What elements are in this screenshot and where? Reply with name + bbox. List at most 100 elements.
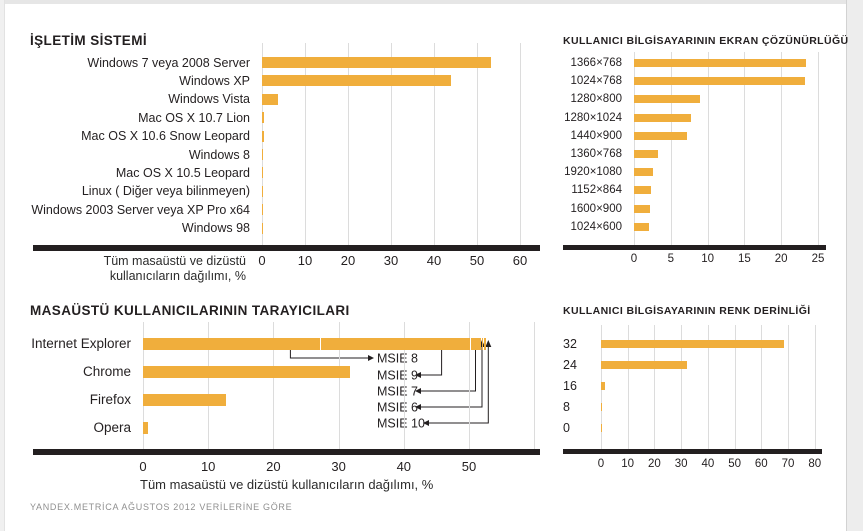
resolution-category-label: 1024×768 [570, 75, 623, 88]
callout-arrow [485, 340, 492, 347]
browsers-grid-line [143, 322, 144, 449]
color_depth-tick-label: 80 [808, 458, 822, 470]
color_depth-grid-line [627, 325, 629, 449]
os-category-label: Windows 7 veya 2008 Server [87, 55, 250, 70]
resolution-category-label: 1366×768 [570, 57, 623, 69]
os-bar [262, 57, 492, 68]
browsers-bar-segment [481, 338, 484, 350]
callout-label: MSIE 10 [377, 417, 425, 431]
resolution-category-label: 1360×768 [570, 148, 623, 160]
color_depth-bar [601, 340, 784, 348]
color_depth-tick-label: 60 [754, 458, 768, 470]
callout-label: MSIE 7 [377, 385, 418, 399]
os-bar [262, 93, 278, 105]
os-bar [262, 222, 264, 234]
color_depth-tick-label: 50 [728, 458, 741, 470]
resolution-bar [634, 222, 649, 231]
resolution-grid-line [818, 52, 819, 245]
browsers-bar-segment [484, 338, 486, 350]
resolution-grid-line [781, 52, 783, 245]
os-grid-line [520, 43, 521, 245]
source-note: YANDEX.METRİCA AĞUSTOS 2012 VERİLERİNE G… [30, 502, 293, 512]
callout-arrow [415, 388, 421, 394]
resolution-grid-line [670, 52, 672, 245]
resolution-grid-line [707, 52, 709, 245]
color_depth-grid-line [788, 325, 789, 449]
browsers-axis-line [33, 449, 540, 455]
browsers-grid-line [273, 322, 275, 449]
callout-line [429, 345, 489, 424]
browsers-category-label: Chrome [82, 364, 131, 379]
resolution-bar [634, 186, 651, 195]
os-bar [262, 112, 264, 124]
os-category-label: Windows 8 [188, 147, 250, 162]
os-grid-line [348, 43, 349, 245]
browsers-chart-title: MASAÜSTÜ KULLANICILARININ TARAYICILARI [30, 303, 350, 318]
os-tick-label: 60 [512, 253, 528, 268]
resolution-grid-line [744, 52, 746, 245]
os-category-label: Mac OS X 10.6 Snow Leopard [81, 129, 250, 144]
color_depth-bar [601, 403, 603, 411]
resolution-chart-title: KULLANICI BİLGİSAYARININ EKRAN ÇÖZÜNÜRLÜ… [563, 35, 849, 47]
browsers-category-label: Firefox [89, 392, 131, 407]
browsers-tick-label: 0 [139, 459, 147, 474]
color_depth-tick-label: 70 [781, 458, 795, 470]
os-category-label: Linux ( Diğer veya bilinmeyen) [81, 184, 250, 199]
color_depth-tick-label: 0 [597, 458, 605, 470]
resolution-tick-label: 10 [701, 253, 714, 265]
os-category-label: Windows XP [179, 73, 250, 88]
browsers-category-label: Internet Explorer [31, 336, 131, 351]
os-axis-line [33, 245, 540, 251]
resolution-bar [634, 113, 692, 122]
os-bar [262, 167, 264, 179]
browsers-bar [143, 394, 226, 406]
resolution-tick-label: 0 [630, 253, 638, 265]
os-tick-label: 10 [297, 253, 313, 268]
resolution-axis-line [563, 245, 826, 250]
os-tick-label: 50 [469, 253, 485, 268]
resolution-bar [634, 131, 687, 140]
browsers-grid-line [208, 322, 210, 449]
color_depth-grid-line [681, 325, 683, 449]
color_depth-bar [601, 382, 605, 390]
page-edge-left [0, 0, 5, 531]
color_depth-axis-line [563, 449, 822, 454]
browsers-bar [143, 366, 351, 378]
resolution-category-label: 1920×1080 [564, 166, 622, 179]
os-tick-label: 40 [426, 253, 442, 268]
os-chart-title: İŞLETİM SİSTEMİ [30, 33, 148, 48]
resolution-category-label: 1152×864 [571, 184, 622, 197]
color_depth-category-label: 0 [563, 421, 570, 435]
os-bar [262, 204, 264, 216]
browsers-bar-segment [143, 338, 320, 350]
resolution-category-label: 1440×900 [570, 129, 623, 142]
resolution-category-label: 1024×600 [570, 220, 623, 233]
color_depth-category-label: 8 [563, 400, 570, 414]
os-bar [262, 149, 264, 160]
browsers-bar-segment [320, 338, 470, 350]
color_depth-bar [601, 361, 687, 369]
callout-arrow [368, 355, 374, 361]
os-grid-line [434, 43, 435, 245]
callout-label: MSIE 8 [377, 352, 418, 366]
color_depth-category-label: 24 [563, 358, 577, 372]
browsers-tick-label: 30 [331, 459, 346, 474]
resolution-category-label: 1280×1024 [564, 111, 622, 124]
callout-label: MSIE 9 [377, 369, 418, 383]
os-bar [262, 130, 264, 142]
resolution-bar [634, 168, 654, 177]
callout-arrow [415, 404, 421, 410]
browsers-tick-label: 40 [396, 459, 412, 474]
resolution-tick-label: 25 [811, 253, 825, 265]
os-category-label: Mac OS X 10.7 Lion [138, 110, 250, 125]
os-category-label: Mac OS X 10.5 Leopard [115, 165, 250, 180]
color_depth-tick-label: 20 [647, 458, 661, 470]
resolution-bar [634, 150, 659, 158]
browsers-tick-label: 50 [461, 459, 477, 474]
resolution-grid-line [634, 52, 635, 245]
resolution-tick-label: 15 [737, 253, 751, 265]
os-bar [262, 75, 452, 87]
os-bar [262, 185, 264, 197]
browsers-grid-line [403, 322, 405, 449]
